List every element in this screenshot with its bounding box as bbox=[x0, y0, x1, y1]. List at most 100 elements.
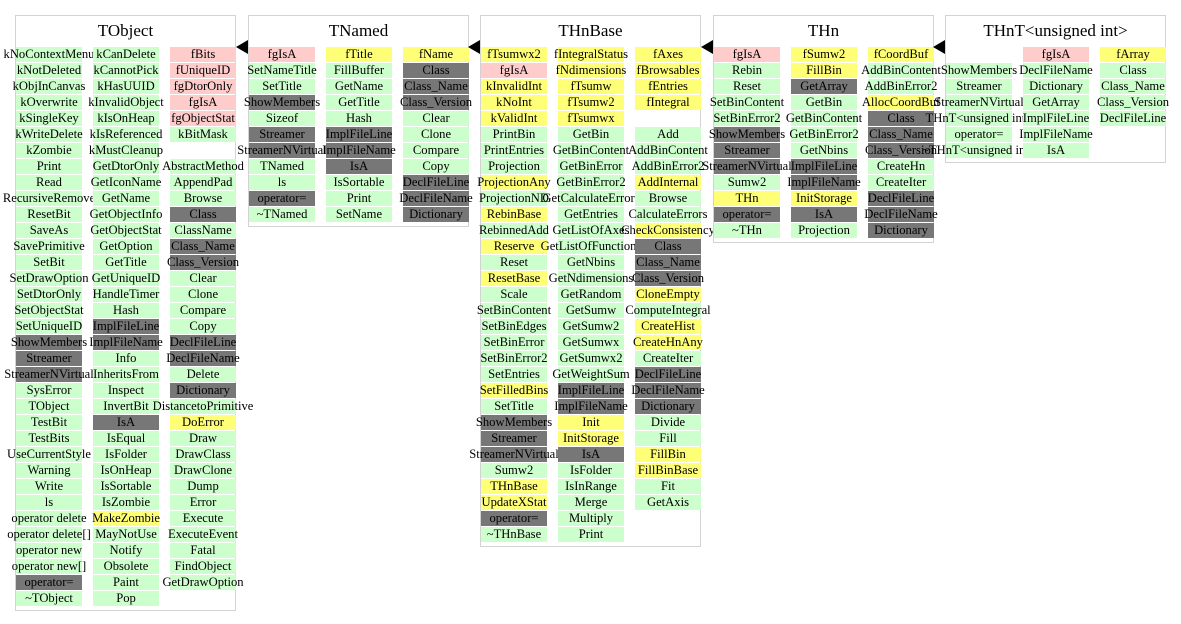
member-cell[interactable]: AddBinContent bbox=[628, 143, 708, 158]
member-cell[interactable]: ImplFileName bbox=[89, 335, 163, 350]
member-cell[interactable]: Sumw2 bbox=[481, 463, 547, 478]
member-cell[interactable]: Hash bbox=[93, 303, 159, 318]
member-cell[interactable]: Print bbox=[326, 191, 392, 206]
member-cell[interactable]: SetBit bbox=[16, 255, 82, 270]
member-cell[interactable]: SetBinContent bbox=[476, 303, 552, 318]
member-cell[interactable]: Class_Name bbox=[170, 239, 236, 254]
member-cell[interactable]: PrintEntries bbox=[481, 143, 547, 158]
member-cell[interactable]: Dictionary bbox=[403, 207, 469, 222]
member-cell[interactable]: Copy bbox=[403, 159, 469, 174]
member-cell[interactable]: AddInternal bbox=[635, 175, 701, 190]
member-cell[interactable]: Inspect bbox=[93, 383, 159, 398]
member-cell[interactable]: IsOnHeap bbox=[93, 463, 159, 478]
member-cell[interactable]: THnBase bbox=[481, 479, 547, 494]
member-cell[interactable]: THn bbox=[714, 191, 780, 206]
member-cell[interactable]: ClassName bbox=[170, 223, 236, 238]
member-cell[interactable]: SetBinEdges bbox=[481, 319, 547, 334]
class-box[interactable]: THnT<unsigned int> ShowMembers Streamer Str… bbox=[922, 15, 1169, 163]
member-cell[interactable]: Hash bbox=[326, 111, 392, 126]
member-cell[interactable]: GetName bbox=[326, 79, 392, 94]
member-cell[interactable]: InitStorage bbox=[791, 191, 857, 206]
member-cell[interactable]: GetRandom bbox=[558, 287, 624, 302]
member-cell[interactable]: IsInRange bbox=[558, 479, 624, 494]
member-cell[interactable]: SetDrawOption bbox=[9, 271, 89, 286]
member-cell[interactable]: ~THnT<unsigned int> bbox=[922, 143, 1036, 158]
member-cell[interactable]: IsFolder bbox=[93, 447, 159, 462]
member-cell[interactable]: DeclFileName bbox=[399, 191, 473, 206]
member-cell[interactable]: Multiply bbox=[558, 511, 624, 526]
member-cell[interactable]: DeclFileName bbox=[864, 207, 938, 222]
member-cell[interactable]: Streamer bbox=[714, 143, 780, 158]
member-cell[interactable]: kHasUUID bbox=[93, 79, 159, 94]
member-cell[interactable]: MayNotUse bbox=[93, 527, 159, 542]
member-cell[interactable]: fIntegralStatus bbox=[553, 47, 629, 62]
member-cell[interactable]: CreateIter bbox=[868, 175, 934, 190]
member-cell[interactable]: kOverwrite bbox=[16, 95, 82, 110]
member-cell[interactable]: StreamerNVirtual bbox=[934, 95, 1024, 110]
member-cell[interactable]: Dictionary bbox=[868, 223, 934, 238]
member-cell[interactable]: Streamer bbox=[249, 127, 315, 142]
member-cell[interactable]: fTsumwx2 bbox=[481, 47, 547, 62]
member-cell[interactable]: GetSumwx2 bbox=[558, 351, 624, 366]
member-cell[interactable]: Class_Version bbox=[166, 255, 240, 270]
member-cell[interactable]: GetBin bbox=[558, 127, 624, 142]
member-cell[interactable]: SetBinContent bbox=[709, 95, 785, 110]
member-cell[interactable]: Dictionary bbox=[1023, 79, 1089, 94]
member-cell[interactable]: fTsumwx bbox=[558, 111, 624, 126]
member-cell[interactable]: Print bbox=[16, 159, 82, 174]
member-cell[interactable]: TestBits bbox=[16, 431, 82, 446]
member-cell[interactable]: fgIsA bbox=[1023, 47, 1089, 62]
member-cell[interactable]: Reserve bbox=[481, 239, 547, 254]
member-cell[interactable]: Class bbox=[1100, 63, 1166, 78]
member-cell[interactable]: DeclFileLine bbox=[402, 175, 470, 190]
member-cell[interactable]: CreateHist bbox=[635, 319, 701, 334]
member-cell[interactable]: StreamerNVirtual bbox=[469, 447, 559, 462]
member-cell[interactable]: Obsolete bbox=[93, 559, 159, 574]
member-cell[interactable]: fIntegral bbox=[635, 95, 701, 110]
member-cell[interactable]: SavePrimitive bbox=[13, 239, 85, 254]
member-cell[interactable]: Compare bbox=[170, 303, 236, 318]
member-cell[interactable]: Streamer bbox=[481, 431, 547, 446]
member-cell[interactable]: GetEntries bbox=[558, 207, 624, 222]
member-cell[interactable]: GetNdimensions bbox=[548, 271, 634, 286]
member-cell[interactable]: kCannotPick bbox=[93, 63, 159, 78]
member-cell[interactable]: fTitle bbox=[326, 47, 392, 62]
member-cell[interactable]: Reset bbox=[714, 79, 780, 94]
member-cell[interactable]: ShowMembers bbox=[940, 63, 1018, 78]
member-cell[interactable]: operator delete bbox=[11, 511, 87, 526]
member-cell[interactable]: fgIsA bbox=[714, 47, 780, 62]
member-cell[interactable]: IsZombie bbox=[93, 495, 159, 510]
member-cell[interactable]: ls bbox=[249, 175, 315, 190]
member-cell[interactable]: FindObject bbox=[170, 559, 236, 574]
member-cell[interactable]: StreamerNVirtual bbox=[4, 367, 94, 382]
member-cell[interactable]: CalculateErrors bbox=[628, 207, 708, 222]
member-cell[interactable]: ImplFileLine bbox=[325, 127, 393, 142]
member-cell[interactable]: Dictionary bbox=[635, 399, 701, 414]
member-cell[interactable]: AllocCoordBuf bbox=[861, 95, 941, 110]
member-cell[interactable]: AddBinError2 bbox=[864, 79, 938, 94]
member-cell[interactable]: fgIsA bbox=[481, 63, 547, 78]
member-cell[interactable]: Browse bbox=[170, 191, 236, 206]
member-cell[interactable]: operator new[] bbox=[11, 559, 87, 574]
member-cell[interactable]: Compare bbox=[403, 143, 469, 158]
member-cell[interactable]: Streamer bbox=[946, 79, 1012, 94]
member-cell[interactable]: PrintBin bbox=[481, 127, 547, 142]
member-cell[interactable]: GetBinContent bbox=[552, 143, 630, 158]
member-cell[interactable]: SetFilledBins bbox=[479, 383, 549, 398]
member-cell[interactable]: ImplFileName bbox=[1019, 127, 1093, 142]
member-cell[interactable]: Browse bbox=[635, 191, 701, 206]
member-cell[interactable]: ~TObject bbox=[16, 591, 82, 606]
member-cell[interactable]: Init bbox=[558, 415, 624, 430]
member-cell[interactable]: kCanDelete bbox=[93, 47, 159, 62]
member-cell[interactable]: ResetBit bbox=[16, 207, 82, 222]
member-cell[interactable]: DeclFileLine bbox=[1099, 111, 1167, 126]
member-cell[interactable]: kValidInt bbox=[481, 111, 547, 126]
member-cell[interactable]: fgObjectStat bbox=[170, 111, 236, 126]
member-cell[interactable]: RecursiveRemove bbox=[2, 191, 96, 206]
member-cell[interactable]: operator= bbox=[946, 127, 1012, 142]
member-cell[interactable]: Draw bbox=[170, 431, 236, 446]
member-cell[interactable]: GetOption bbox=[93, 239, 159, 254]
member-cell[interactable]: ImplFileName bbox=[554, 399, 628, 414]
member-cell[interactable]: Delete bbox=[170, 367, 236, 382]
member-cell[interactable]: Reset bbox=[481, 255, 547, 270]
